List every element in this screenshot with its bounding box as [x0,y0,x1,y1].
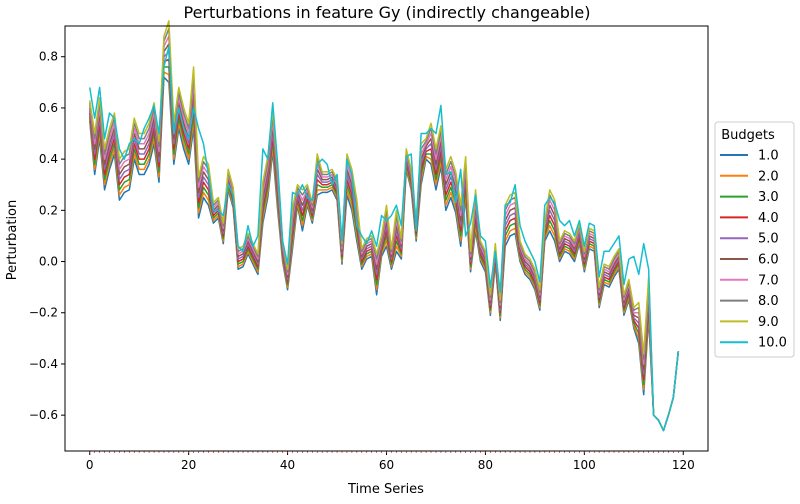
legend-label-6.0: 6.0 [758,253,779,268]
legend-label-5.0: 5.0 [758,232,779,247]
legend-label-3.0: 3.0 [758,190,779,205]
legend-items: 1.0 2.0 3.0 4.0 5.0 6.0 7.0 8.0 9.0 10.0 [720,149,787,351]
legend-label-2.0: 2.0 [758,169,779,184]
y-axis: −0.6 −0.4 −0.2 0.0 0.2 0.4 0.6 0.8 [29,50,65,422]
x-tick-label: 60 [379,458,394,472]
y-tick-label: 0.4 [39,152,58,166]
x-axis-label: Time Series [347,482,424,497]
x-tick-label: 100 [573,458,596,472]
y-tick-label: −0.2 [29,306,58,320]
x-tick-label: 20 [181,458,196,472]
plot-area [88,20,680,432]
x-tick-label: 80 [478,458,493,472]
legend-label-8.0: 8.0 [758,294,779,309]
x-axis: 0 20 40 60 80 100 120 [86,451,695,472]
y-tick-label: 0.2 [39,203,58,217]
x-tick-label: 120 [672,458,695,472]
legend-title: Budgets [721,128,775,143]
legend-label-4.0: 4.0 [758,211,779,226]
legend: Budgets 1.0 2.0 3.0 4.0 5.0 6.0 7.0 8.0 9.0 10.0 [714,121,795,358]
legend-label-10.0: 10.0 [758,336,787,351]
y-tick-label: 0.6 [39,101,58,115]
x-tick-label: 40 [280,458,295,472]
x-tick-label: 0 [86,458,94,472]
y-axis-label: Perturbation [5,200,20,281]
legend-label-9.0: 9.0 [758,315,779,330]
y-tick-label: −0.6 [29,408,58,422]
y-tick-label: 0.8 [39,50,58,64]
legend-label-7.0: 7.0 [758,273,779,288]
y-tick-label: 0.0 [39,255,58,269]
legend-label-1.0: 1.0 [758,149,779,164]
y-tick-label: −0.4 [29,357,58,371]
axes-frame [64,25,709,452]
chart-title: Perturbations in feature Gy (indirectly … [184,3,591,22]
legend-box [714,121,795,358]
series-line-10.0 [88,45,680,432]
